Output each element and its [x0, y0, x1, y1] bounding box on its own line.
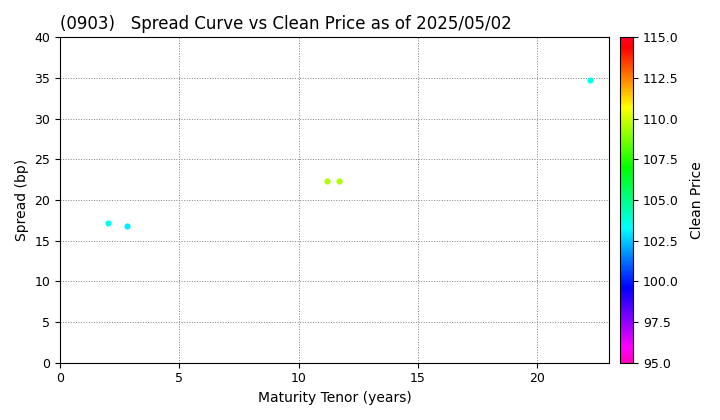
Point: [121, 223, 132, 229]
Text: (0903)   Spread Curve vs Clean Price as of 2025/05/02: (0903) Spread Curve vs Clean Price as of…: [60, 15, 512, 33]
Point: [333, 178, 345, 185]
Y-axis label: Clean Price: Clean Price: [690, 161, 704, 239]
Point: [102, 219, 114, 226]
Point: [322, 178, 333, 185]
Point: [584, 76, 595, 83]
Y-axis label: Spread (bp): Spread (bp): [15, 159, 29, 241]
X-axis label: Maturity Tenor (years): Maturity Tenor (years): [258, 391, 411, 405]
